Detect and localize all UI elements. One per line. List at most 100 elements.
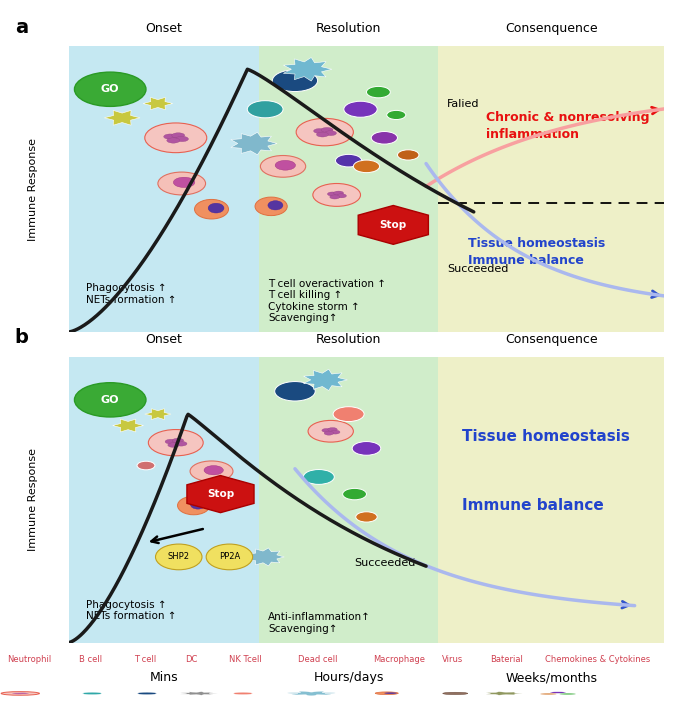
Text: Dead cell: Dead cell [298,655,338,664]
Circle shape [387,111,406,119]
Ellipse shape [324,431,334,435]
Ellipse shape [195,199,229,219]
Text: Chemokines & Cytokines: Chemokines & Cytokines [545,655,650,664]
Text: Onset: Onset [145,333,182,346]
Ellipse shape [328,428,337,431]
Ellipse shape [321,127,333,132]
Ellipse shape [255,197,287,216]
Text: Consenquence: Consenquence [505,22,597,35]
Circle shape [75,383,146,417]
Text: Baterial: Baterial [490,655,523,664]
Text: a: a [15,18,28,37]
Circle shape [308,421,353,442]
Circle shape [397,150,419,160]
Bar [259,357,438,643]
Bar [438,46,664,332]
Circle shape [260,156,306,177]
Text: Succeeded: Succeeded [355,558,416,568]
Circle shape [137,461,155,470]
Text: b: b [15,328,29,348]
Circle shape [344,101,377,117]
Polygon shape [145,408,171,420]
Polygon shape [288,691,335,695]
Ellipse shape [168,443,179,448]
Text: Succeeded: Succeeded [447,264,508,274]
Ellipse shape [329,195,340,199]
Text: Neutrophil: Neutrophil [7,655,51,664]
Ellipse shape [177,496,210,515]
Ellipse shape [83,692,102,695]
Ellipse shape [138,692,157,695]
Text: Stop: Stop [207,489,234,499]
Ellipse shape [175,136,188,141]
Circle shape [247,101,283,118]
Text: Anti-inflammation↑
Scavenging↑: Anti-inflammation↑ Scavenging↑ [268,613,371,634]
Polygon shape [180,692,218,695]
Circle shape [273,70,318,91]
Text: Mins: Mins [149,671,178,684]
Text: Resolution: Resolution [316,333,382,346]
Text: Falied: Falied [447,99,479,109]
Ellipse shape [268,201,283,210]
Bar [68,357,259,643]
Ellipse shape [172,438,184,443]
Text: Virus: Virus [442,655,463,664]
Circle shape [149,430,203,456]
Text: PP2A: PP2A [219,553,240,561]
Ellipse shape [327,192,338,196]
Text: Hours/days: Hours/days [314,361,384,373]
Ellipse shape [206,544,253,570]
Circle shape [342,488,366,500]
Ellipse shape [325,131,336,136]
Ellipse shape [208,203,224,213]
Ellipse shape [330,430,340,434]
Circle shape [296,119,353,146]
Text: DC: DC [185,655,197,664]
Text: GO: GO [101,84,119,94]
Ellipse shape [172,133,185,138]
Text: T cell overactivation ↑
T cell killing ↑
Cytokine storm ↑
Scavenging↑: T cell overactivation ↑ T cell killing ↑… [268,278,386,323]
Polygon shape [247,548,284,566]
Text: T cell: T cell [134,655,155,664]
Polygon shape [486,692,523,695]
Polygon shape [143,97,173,110]
Circle shape [336,154,362,167]
Text: Phagocytosis ↑
NETs formation ↑: Phagocytosis ↑ NETs formation ↑ [86,283,177,305]
Circle shape [313,183,360,206]
Circle shape [333,407,364,421]
Polygon shape [231,132,277,155]
Circle shape [550,692,566,693]
Circle shape [145,123,207,153]
Circle shape [75,72,146,106]
Ellipse shape [314,129,325,134]
Circle shape [275,381,315,401]
Circle shape [371,131,397,144]
Text: Macrophage: Macrophage [373,655,425,664]
Bar [68,46,259,332]
Ellipse shape [164,134,177,139]
Ellipse shape [190,500,205,509]
Text: Weeks/months: Weeks/months [506,671,597,684]
Polygon shape [104,111,140,125]
Polygon shape [284,57,332,81]
Circle shape [356,512,377,522]
Circle shape [173,177,195,188]
Text: B cell: B cell [79,655,102,664]
Text: Mins: Mins [149,361,178,373]
Circle shape [1,692,40,695]
Circle shape [352,441,381,456]
Text: Immune Response: Immune Response [28,448,38,551]
Text: Hours/days: Hours/days [314,671,384,684]
Ellipse shape [234,692,253,695]
Polygon shape [303,369,347,391]
Text: SHP2: SHP2 [168,553,190,561]
Text: Phagocytosis ↑
NETs formation ↑: Phagocytosis ↑ NETs formation ↑ [86,600,177,621]
Text: Consenquence: Consenquence [505,333,597,346]
Circle shape [366,86,390,98]
Text: Weeks/months: Weeks/months [506,361,597,373]
Circle shape [540,693,556,695]
Bar [259,46,438,332]
Ellipse shape [334,191,344,195]
Circle shape [560,693,575,695]
Circle shape [353,160,379,173]
